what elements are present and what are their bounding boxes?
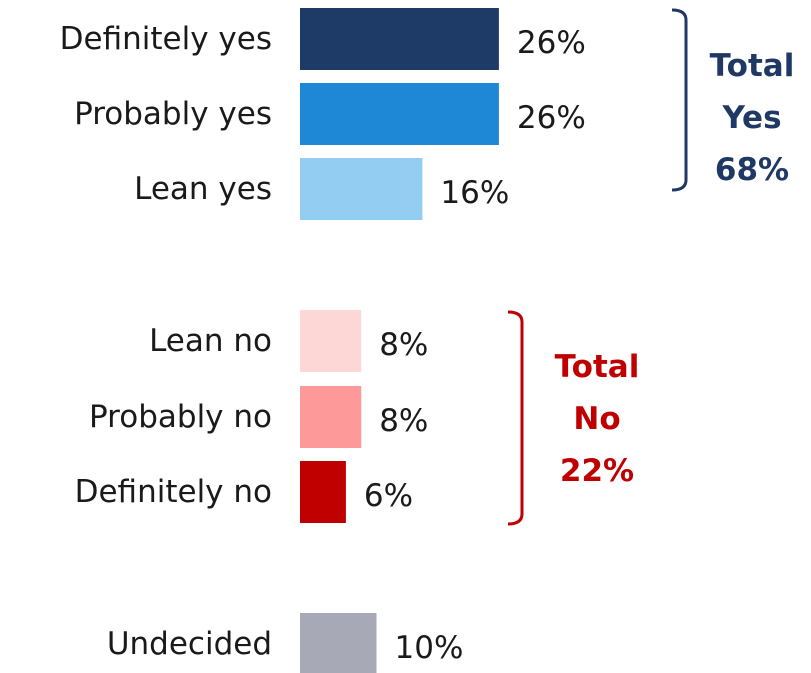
bracket-total-no [507, 310, 524, 526]
category-label-undecided: Undecided [107, 626, 272, 662]
value-label-definitely-yes: 26% [517, 25, 586, 61]
total-no-line-2: No [573, 401, 620, 437]
brackets-layer: Total Yes 68% Total No 22% [507, 8, 795, 526]
category-label-definitely-yes: Definitely yes [60, 21, 272, 57]
total-yes-line-2: Yes [721, 100, 781, 136]
total-no-line-1: Total [555, 349, 640, 385]
bar-definitely-yes [300, 8, 499, 70]
category-label-lean-no: Lean no [149, 323, 272, 359]
bracket-total-yes [671, 8, 688, 192]
value-label-lean-no: 8% [379, 327, 428, 363]
bar-probably-yes [300, 83, 499, 145]
value-label-probably-yes: 26% [517, 100, 586, 136]
bar-definitely-no [300, 461, 346, 523]
total-no-line-3: 22% [560, 453, 634, 489]
bar-undecided [300, 613, 377, 673]
value-label-probably-no: 8% [379, 403, 428, 439]
bar-lean-no [300, 310, 362, 372]
value-label-definitely-no: 6% [364, 478, 413, 514]
total-yes-line-3: 68% [715, 152, 789, 188]
bar-lean-yes [300, 158, 423, 220]
total-yes-line-1: Total [710, 48, 795, 84]
bar-probably-no [300, 386, 362, 448]
category-label-lean-yes: Lean yes [134, 171, 272, 207]
labels-layer: Definitely yes 26% Probably yes 26% Lean yes… [60, 21, 586, 666]
bars-layer [300, 8, 499, 673]
category-label-definitely-no: Definitely no [75, 474, 272, 510]
value-label-undecided: 10% [395, 630, 464, 666]
value-label-lean-yes: 16% [440, 175, 509, 211]
category-label-probably-yes: Probably yes [74, 96, 272, 132]
category-label-probably-no: Probably no [89, 399, 272, 435]
